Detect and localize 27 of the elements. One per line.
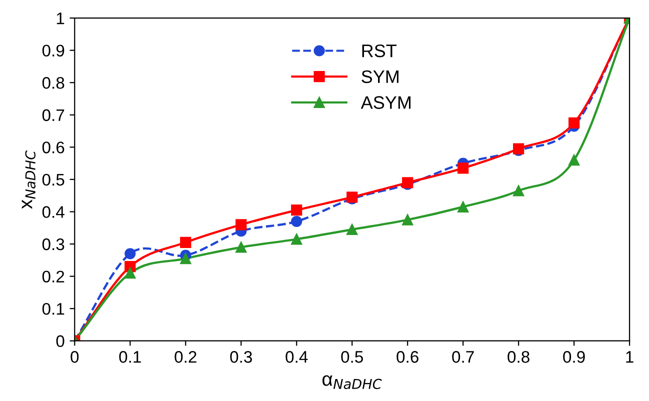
y-tick-label: 0.2 (42, 270, 64, 282)
y-tick-label: 0.9 (42, 44, 64, 57)
y-tick-label: 0.7 (42, 109, 64, 122)
y-tick-label: 0.8 (42, 77, 64, 89)
y-tick-label: 1 (56, 12, 64, 24)
x-tick-label: 0.9 (563, 351, 585, 363)
y-tick-label: 0.3 (42, 238, 64, 250)
y-tick-label: 0.5 (42, 174, 64, 186)
y-axis-title: x$_{NaDHC}$ (22, 150, 36, 209)
y-tick-label: 0 (56, 335, 64, 348)
y-tick-label: 0.1 (42, 302, 64, 315)
x-tick-label: 0.8 (508, 351, 530, 363)
y-tick-label: 0.6 (42, 142, 64, 154)
x-tick-label: 0.4 (286, 351, 308, 363)
x-tick-label: 0.2 (174, 351, 196, 363)
x-tick-label: 0.6 (396, 351, 418, 363)
x-tick-label: 0 (70, 351, 79, 363)
x-tick-label: 0.7 (452, 351, 474, 363)
x-tick-label: 0.5 (341, 351, 363, 363)
x-axis-title: α$_{NaDHC}$ (322, 375, 382, 390)
x-tick-label: 0.1 (119, 351, 141, 363)
x-tick-label: 0.3 (230, 351, 252, 363)
legend-label: RST (362, 44, 396, 58)
legend-label: ASYM (360, 96, 410, 109)
y-tick-label: 0.4 (42, 206, 64, 218)
x-tick-label: 1 (626, 351, 634, 363)
legend-label: SYM (362, 70, 398, 84)
